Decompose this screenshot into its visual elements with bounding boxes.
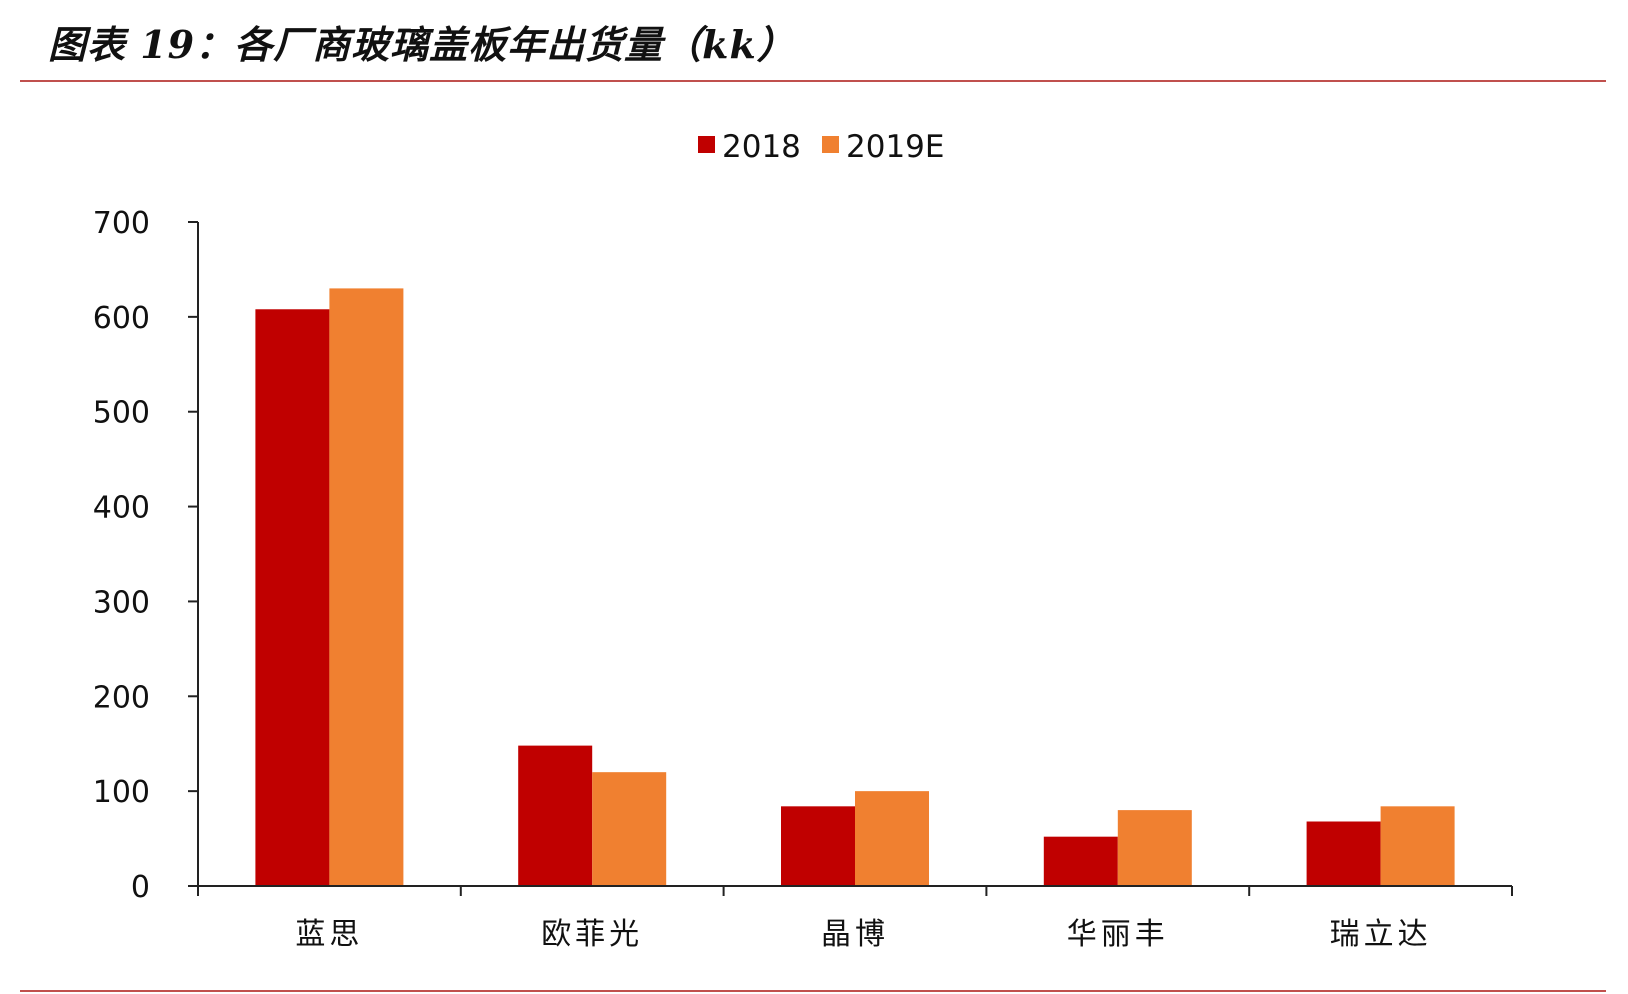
y-tick-label: 300 [93,585,150,620]
y-tick-label: 500 [93,396,150,431]
bar-2019E-欧菲光 [592,772,667,886]
x-category-label: 瑞立达 [1330,917,1432,952]
x-axis: 蓝思 欧菲光 晶博 华丽丰 瑞立达 [197,885,1513,952]
y-tick-label: 600 [93,301,150,336]
y-tick-label: 0 [131,870,150,905]
x-category-label: 欧菲光 [541,917,643,952]
bar-2018-华丽丰 [1043,836,1118,886]
bars [255,288,1455,887]
y-tick-label: 700 [93,206,150,241]
x-category-label: 蓝思 [295,917,363,952]
legend-label-2019E: 2019E [846,129,944,165]
footer-divider [20,990,1606,992]
bar-2019E-晶博 [855,791,929,886]
y-tick-label: 100 [93,775,150,810]
header-divider [20,80,1606,82]
bar-2018-瑞立达 [1306,821,1381,886]
y-tick-label: 400 [93,491,150,526]
legend-label-2018: 2018 [722,129,801,165]
y-axis: 0 100 200 300 400 500 600 700 [93,206,199,905]
bar-2018-蓝思 [255,309,330,887]
bar-2018-欧菲光 [518,745,593,886]
bar-2019E-华丽丰 [1117,810,1192,886]
y-tick-label: 200 [93,680,150,715]
legend-swatch-2018 [698,136,715,153]
x-category-label: 华丽丰 [1067,917,1169,952]
legend-swatch-2019E [822,136,839,153]
bar-2019E-蓝思 [329,288,404,886]
bar-2019E-瑞立达 [1380,806,1455,886]
chart-title: 图表 19：各厂商玻璃盖板年出货量（kk） [48,22,796,67]
bar-2018-晶博 [781,806,855,886]
x-category-label: 晶博 [821,917,889,952]
legend: 2018 2019E [698,129,944,165]
